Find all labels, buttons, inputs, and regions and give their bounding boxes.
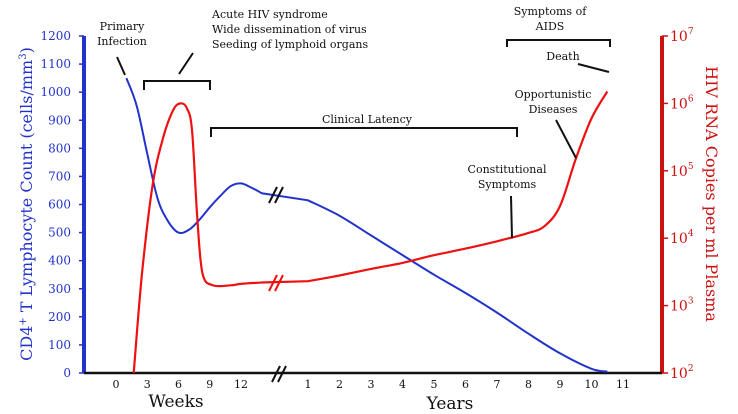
acute-bracket <box>143 80 211 90</box>
annotation-opportunistic-1: Opportunistic <box>515 88 592 101</box>
left-ticks: 0 100 200 300 400 500 600 700 800 900 1000 1100 1200 <box>40 29 84 380</box>
left-tick-label: 700 <box>48 169 71 183</box>
years-tick-label: 10 <box>585 378 599 391</box>
annotation-death: Death <box>546 50 579 63</box>
acute-pointer <box>178 52 194 75</box>
symptoms-aids-bracket <box>506 39 611 47</box>
break-mark-x-1 <box>271 365 281 383</box>
weeks-tick-label: 3 <box>144 378 151 391</box>
annotations: Primary Infection Acute HIV syndrome Wid… <box>97 5 591 191</box>
years-tick-label: 11 <box>616 378 630 391</box>
years-tick-label: 2 <box>336 378 343 391</box>
right-tick-label: 105 <box>670 162 694 180</box>
years-tick-label: 5 <box>431 378 438 391</box>
right-tick-label: 104 <box>670 229 694 247</box>
left-tick-label: 200 <box>48 310 71 324</box>
years-tick-label: 7 <box>494 378 501 391</box>
axis-break-marks <box>268 186 287 383</box>
weeks-tick-label: 0 <box>113 378 120 391</box>
years-tick-label: 3 <box>368 378 375 391</box>
left-tick-label: 400 <box>48 254 71 268</box>
right-tick-label: 102 <box>670 364 694 382</box>
years-tick-label: 1 <box>305 378 312 391</box>
cd4-count-line <box>125 77 608 373</box>
left-tick-label: 100 <box>48 338 71 352</box>
annotation-symptoms-aids-2: AIDS <box>535 20 565 33</box>
primary-pointer <box>116 56 126 76</box>
left-tick-label: 800 <box>48 141 71 155</box>
death-pointer <box>577 63 610 73</box>
left-axis-title: CD4+ T Lymphocyte Count (cells/mm3) <box>17 47 36 361</box>
break-mark-cd4-1 <box>268 186 278 204</box>
right-axis-title: HIV RNA Copies per ml Plasma <box>702 66 721 322</box>
annotation-acute-3: Seeding of lymphoid organs <box>212 38 368 51</box>
annotation-acute-2: Wide dissemination of virus <box>212 23 367 36</box>
opportunistic-pointer <box>555 119 577 159</box>
left-tick-label: 500 <box>48 226 71 240</box>
left-tick-label: 0 <box>63 366 71 380</box>
weeks-tick-label: 6 <box>175 378 182 391</box>
annotation-acute-1: Acute HIV syndrome <box>211 8 328 21</box>
right-ticks: 102 103 104 105 106 107 <box>662 27 694 382</box>
left-tick-label: 1200 <box>40 29 71 43</box>
years-tick-label: 6 <box>462 378 469 391</box>
constitutional-pointer <box>510 195 513 239</box>
left-tick-label: 1000 <box>40 85 71 99</box>
years-axis-title: Years <box>426 394 474 414</box>
annotation-lines <box>116 39 611 239</box>
axes <box>82 36 664 375</box>
annotation-constitutional-1: Constitutional <box>468 163 547 176</box>
annotation-primary-2: Infection <box>97 35 147 48</box>
years-tick-label: 4 <box>399 378 406 391</box>
break-mark-x-2 <box>277 365 287 383</box>
right-tick-label: 107 <box>670 27 694 45</box>
left-tick-label: 900 <box>48 113 71 127</box>
left-tick-label: 300 <box>48 282 71 296</box>
annotation-symptoms-aids-1: Symptoms of <box>514 5 587 18</box>
weeks-tick-label: 9 <box>206 378 213 391</box>
break-mark-rna-2 <box>274 274 284 292</box>
break-mark-cd4-2 <box>274 186 284 204</box>
annotation-constitutional-2: Symptoms <box>478 178 537 191</box>
left-tick-label: 1100 <box>40 57 71 71</box>
annotation-opportunistic-2: Diseases <box>529 103 578 116</box>
weeks-axis-title: Weeks <box>148 392 203 412</box>
right-tick-label: 106 <box>670 94 694 112</box>
latency-bracket <box>210 127 518 137</box>
weeks-tick-label: 12 <box>234 378 248 391</box>
right-tick-label: 103 <box>670 297 694 315</box>
x-ticks: 0 3 6 9 12 1 2 3 4 5 6 7 8 9 10 11 <box>113 378 631 391</box>
years-tick-label: 8 <box>525 378 532 391</box>
break-mark-rna-1 <box>268 274 278 292</box>
hiv-rna-line <box>132 90 609 374</box>
annotation-primary-1: Primary <box>100 20 145 33</box>
left-tick-label: 600 <box>48 198 71 212</box>
years-tick-label: 9 <box>557 378 564 391</box>
annotation-latency: Clinical Latency <box>322 113 413 126</box>
